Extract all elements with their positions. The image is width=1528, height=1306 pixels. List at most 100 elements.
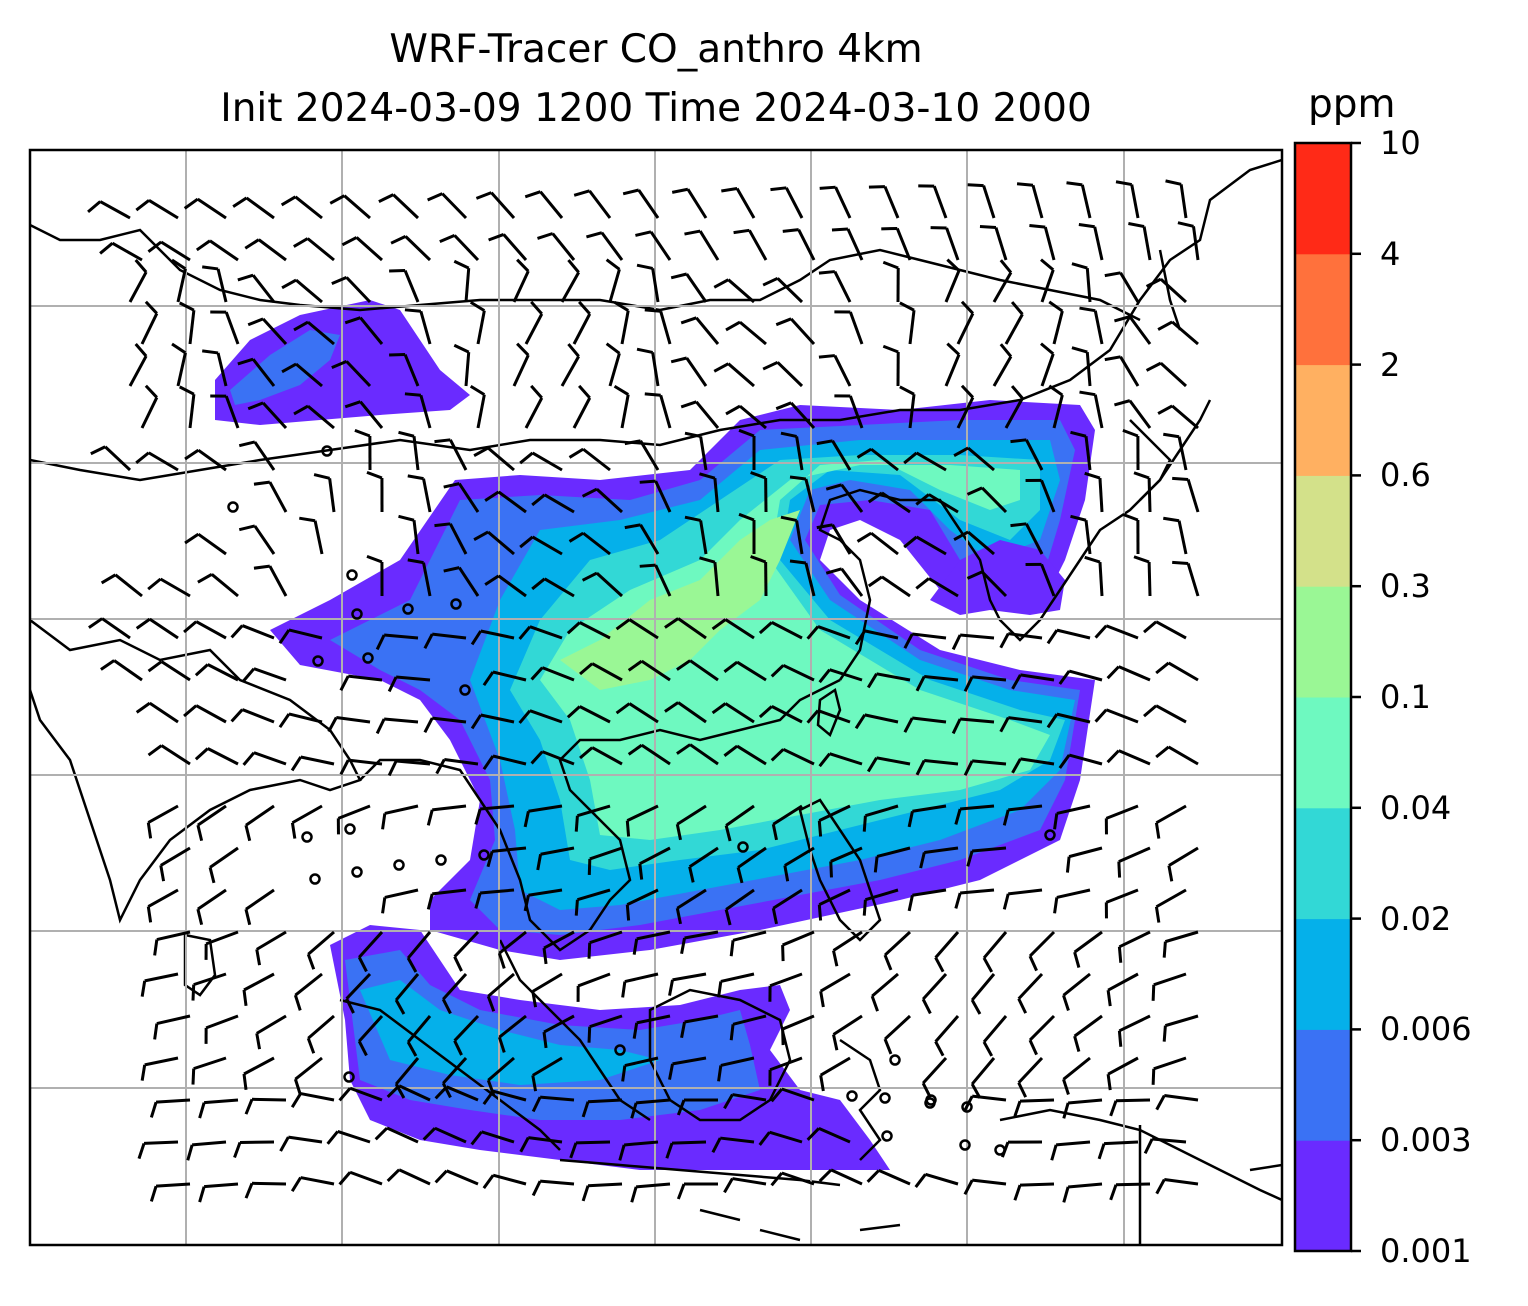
wind-barb [210,573,239,598]
wind-barbs [87,179,1200,1203]
wind-barb [384,888,419,899]
wind-barb-feather [293,1078,302,1095]
wind-barb-feather [1078,222,1095,229]
wind-barb-feather [422,1127,436,1141]
wind-barb-feather [684,229,701,236]
colorbar-segment [1295,1140,1351,1252]
wind-barb [1028,1014,1056,1042]
wind-barb-feather [903,451,918,465]
wind-barb-feather [574,899,579,916]
wind-barb-feather [771,823,778,841]
wind-barb-feather [196,908,204,926]
wind-barb-feather [953,530,969,541]
wind-barb [395,759,431,766]
wind-barb-feather [914,1173,927,1188]
wind-barb [982,931,1008,959]
wind-barb [737,846,767,869]
wind-barb [207,663,239,682]
wind-barb [878,1169,911,1186]
wind-barb-feather [390,235,407,245]
wind-barb [224,395,240,429]
wind-barb-feather [516,258,530,273]
wind-barb [579,705,611,724]
coastline-taiwan [816,687,842,738]
wind-barb [626,804,659,822]
wind-barb [595,571,624,598]
wind-barb-feather [1070,514,1087,522]
wind-barb-feather [670,272,688,280]
wind-barb-feather [453,956,463,972]
wind-barb [883,1014,912,1041]
wind-barb-feather [818,752,831,768]
wind-barb-feather [625,820,631,837]
wind-barb [769,972,803,988]
wind-barb [1192,226,1200,261]
wind-barb [1025,439,1044,471]
wind-barb-feather [581,1185,590,1202]
coastline-south-islands [699,1208,901,1242]
wind-barb [1017,972,1044,1000]
wind-barb-feather [711,702,727,715]
calm-wind-marker [321,445,333,457]
wind-barb-feather [519,535,534,549]
wind-barb-feather [198,1186,206,1203]
wind-barb [243,972,275,992]
wind-barb [804,562,816,597]
wind-barb [591,662,623,682]
wind-barb [651,268,660,303]
wind-barb-feather [644,308,661,313]
wind-barb [1052,394,1064,429]
wind-barb [441,192,468,220]
wind-barb-feather [963,1179,974,1196]
wind-barb [732,1177,767,1186]
wind-barb [1084,436,1092,471]
wind-barb-feather [676,1099,686,1116]
wind-barb [99,200,131,220]
wind-barb-feather [758,1131,771,1146]
wind-barb [785,187,804,219]
wind-barb-feather [1155,661,1170,675]
wind-barb-feather [197,573,213,584]
calm-wind-marker [925,1094,937,1106]
wind-barb [1118,1014,1151,1033]
wind-barb [476,394,486,429]
colorbar-segment [1295,475,1351,587]
wind-barb-feather [775,317,792,327]
wind-barb [832,930,863,952]
wind-barb-feather [1154,822,1161,839]
wind-barb [635,1182,671,1189]
calm-wind-marker [393,859,405,871]
wind-barb [659,394,672,429]
wind-barb-feather [615,618,631,631]
wind-barb-feather [183,704,198,718]
wind-barb-feather [237,357,254,366]
calm-wind-marker [846,1090,858,1102]
wind-barb [649,230,672,261]
wind-barb [191,1140,227,1147]
wind-barb-feather [194,663,209,677]
wind-barb [449,523,468,555]
wind-barb-feather [581,1101,590,1118]
wind-barb [453,234,480,262]
wind-barb [1056,628,1091,640]
wind-barb-feather [819,990,825,1008]
wind-barb [804,478,816,513]
wind-barb [924,846,959,854]
wind-barb-feather [470,1130,483,1146]
colorbar-segment [1295,364,1351,476]
calm-wind-marker [459,684,471,696]
wind-barb [524,313,544,345]
wind-barb [343,194,371,220]
coastline-philippines [798,798,882,942]
wind-barb [790,401,816,430]
wind-barb [636,930,671,941]
wind-barb [241,708,275,724]
wind-barb [654,480,672,513]
wind-barb [532,1056,563,1077]
wind-barb-feather [729,940,735,957]
wind-barb-feather [542,1031,548,1049]
wind-barb [205,1014,239,1030]
wind-barb-feather [750,471,767,480]
wind-barb-feather [862,815,867,832]
calm-wind-marker [961,1101,973,1113]
